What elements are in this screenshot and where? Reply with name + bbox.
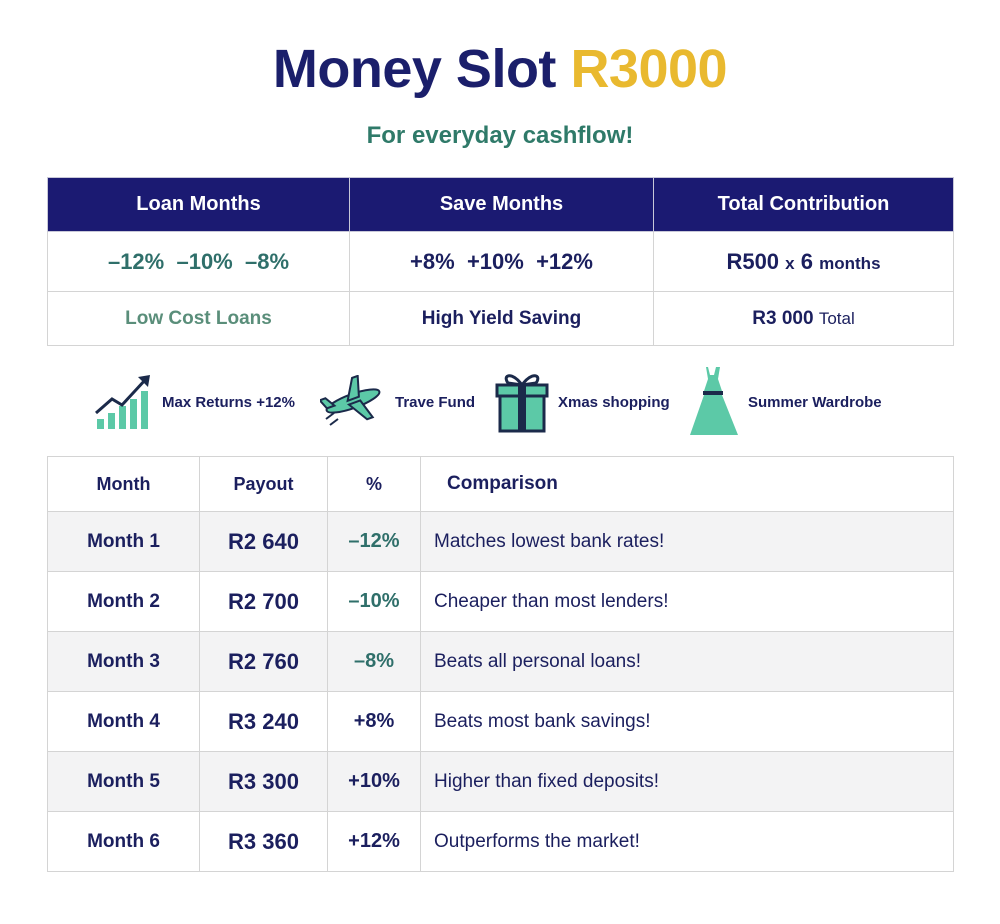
payout-row: Month 4 R3 240 +8% Beats most bank savings! <box>47 691 954 752</box>
payout-cell: R3 240 <box>199 691 328 752</box>
percent-cell: +10% <box>327 751 421 812</box>
header-cell: % <box>327 456 421 512</box>
count: 6 <box>800 248 814 274</box>
rate: –12% <box>107 248 165 274</box>
save-rates: +8% +10% +12% <box>349 231 654 292</box>
payout-cell: R2 700 <box>199 571 328 632</box>
month-cell: Month 6 <box>47 811 200 872</box>
summary-row: –12% –10% –8% +8% +10% +12% R500 x 6 mon… <box>47 231 954 292</box>
feature-label: Summer Wardrobe <box>748 394 882 411</box>
payout-row: Month 3 R2 760 –8% Beats all personal loans… <box>47 631 954 692</box>
feature-label: Max Returns +12% <box>162 394 295 411</box>
rate: +10% <box>466 248 524 274</box>
save-label: High Yield Saving <box>349 291 654 346</box>
amount: R500 <box>726 248 780 274</box>
month-cell: Month 2 <box>47 571 200 632</box>
month-cell: Month 3 <box>47 631 200 692</box>
payout-table: Month Payout% Comparison Month 1 R2 640 –12%… <box>47 456 954 872</box>
header-cell: Loan Months <box>47 177 350 232</box>
features: Max Returns +12% Trave Fund Xmas shoppin… <box>0 365 1000 440</box>
title: Money Slot R3000 <box>0 38 1000 100</box>
month-cell: Month 5 <box>47 751 200 812</box>
percent-cell: –12% <box>327 511 421 572</box>
payout-row: Month 1 R2 640 –12% Matches lowest bank rat… <box>47 511 954 572</box>
payout-cell: R3 360 <box>199 811 328 872</box>
summary-row: Low Cost Loans High Yield Saving R3 000 … <box>47 291 954 346</box>
rate: +12% <box>536 248 593 274</box>
summary-header: Loan Months Save Months Total Contributi… <box>47 177 954 232</box>
payout-row: Month 5 R3 300 +10% Higher than fixed depos… <box>47 751 954 812</box>
month-cell: Month 1 <box>47 511 200 572</box>
label: High Yield Saving <box>421 307 582 329</box>
feature-label: Xmas shopping <box>558 394 670 411</box>
payout-row: Month 6 R3 360 +12% Outperforms the market! <box>47 811 954 872</box>
comparison-cell: Beats all personal loans! <box>420 631 954 692</box>
comparison-cell: Higher than fixed deposits! <box>420 751 954 812</box>
payout-row: Month 2 R2 700 –10% Cheaper than most lende… <box>47 571 954 632</box>
comparison-cell: Beats most bank savings! <box>420 691 954 752</box>
rate: –10% <box>176 248 233 274</box>
title-amount: R3000 <box>570 39 728 99</box>
percent-cell: +8% <box>327 691 421 752</box>
gift-icon <box>495 374 549 433</box>
payout-cell: R3 300 <box>199 751 328 812</box>
total: R3 000 Total <box>653 291 954 346</box>
comparison-cell: Matches lowest bank rates! <box>420 511 954 572</box>
header-cell: Total Contribution <box>653 177 954 232</box>
amount: R3 000 <box>752 307 814 329</box>
header-cell: Comparison <box>420 456 954 512</box>
subtitle: For everyday cashflow! <box>366 122 634 149</box>
month-cell: Month 4 <box>47 691 200 752</box>
rate: –8% <box>244 248 290 274</box>
header-cell: Save Months <box>349 177 654 232</box>
payout-cell: R2 760 <box>199 631 328 692</box>
chart-icon <box>95 375 150 429</box>
summary-table: Loan Months Save Months Total Contributi… <box>47 177 954 346</box>
unit: Total <box>818 308 855 328</box>
percent-cell: +12% <box>327 811 421 872</box>
contribution: R500 x 6 months <box>653 231 954 292</box>
plane-icon <box>320 375 381 426</box>
title-text: Money Slot <box>272 39 557 99</box>
dress-icon <box>690 367 738 435</box>
header-cell: Payout <box>199 456 328 512</box>
rate: +8% <box>410 248 455 274</box>
unit: months <box>819 253 881 273</box>
loan-rates: –12% –10% –8% <box>47 231 350 292</box>
feature-label: Trave Fund <box>395 394 476 411</box>
percent-cell: –10% <box>327 571 421 632</box>
comparison-cell: Outperforms the market! <box>420 811 954 872</box>
times: x <box>785 253 795 273</box>
payout-header: Month Payout% Comparison <box>47 456 954 512</box>
header-cell: Month <box>47 456 200 512</box>
comparison-cell: Cheaper than most lenders! <box>420 571 954 632</box>
loan-label: Low Cost Loans <box>47 291 350 346</box>
payout-cell: R2 640 <box>199 511 328 572</box>
percent-cell: –8% <box>327 631 421 692</box>
label: Low Cost Loans <box>125 307 272 329</box>
